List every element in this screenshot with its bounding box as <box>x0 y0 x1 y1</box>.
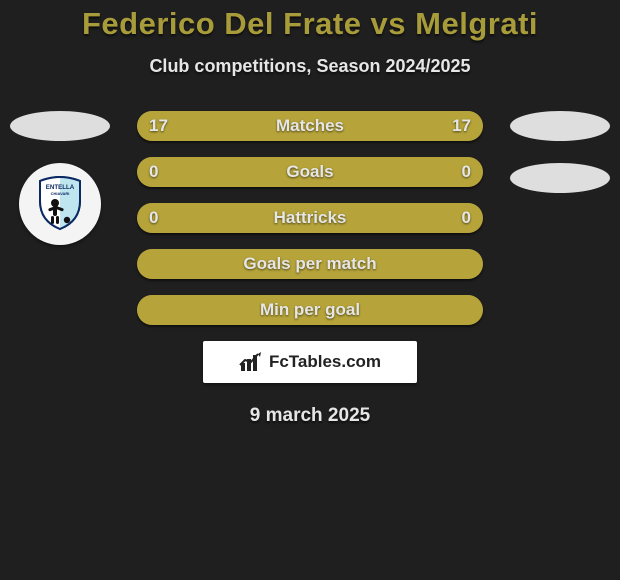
stat-value-right: 17 <box>452 111 471 141</box>
stat-bars: Matches1717Goals00Hattricks00Goals per m… <box>137 111 483 325</box>
brand-box: FcTables.com <box>203 341 417 383</box>
stat-label: Goals per match <box>137 249 483 279</box>
stat-value-right: 0 <box>462 203 471 233</box>
stat-value-left: 17 <box>149 111 168 141</box>
player-left-column: ENTELLA CHIAVARI <box>0 111 120 245</box>
stat-row: Goals0 0 <box>137 157 483 187</box>
comparison-stage: ENTELLA CHIAVARI Matches1717Goals00Hattr… <box>0 111 620 427</box>
barchart-icon <box>239 351 263 373</box>
stat-label: Min per goal <box>137 295 483 325</box>
club-badge-left: ENTELLA CHIAVARI <box>19 163 101 245</box>
stat-value-right: 0 <box>462 157 471 187</box>
stat-label: Goals <box>137 157 483 187</box>
subtitle: Club competitions, Season 2024/2025 <box>0 56 620 77</box>
stat-row: Goals per match <box>137 249 483 279</box>
player-left-shape <box>10 111 110 141</box>
player-right-shape-2 <box>510 163 610 193</box>
date-text: 9 march 2025 <box>0 405 620 427</box>
stat-row: Hattricks0 0 <box>137 203 483 233</box>
brand-text: FcTables.com <box>269 352 381 372</box>
player-right-shape-1 <box>510 111 610 141</box>
stat-value-left: 0 <box>149 157 158 187</box>
shield-icon: ENTELLA CHIAVARI <box>29 173 91 235</box>
stat-value-left: 0 <box>149 203 158 233</box>
svg-text:ENTELLA: ENTELLA <box>46 184 75 191</box>
stat-row: Matches17 17 <box>137 111 483 141</box>
stat-row: Min per goal <box>137 295 483 325</box>
stat-label: Hattricks <box>137 203 483 233</box>
page-title: Federico Del Frate vs Melgrati <box>0 6 620 42</box>
player-right-column <box>500 111 620 193</box>
stat-label: Matches <box>137 111 483 141</box>
svg-text:CHIAVARI: CHIAVARI <box>51 191 70 196</box>
